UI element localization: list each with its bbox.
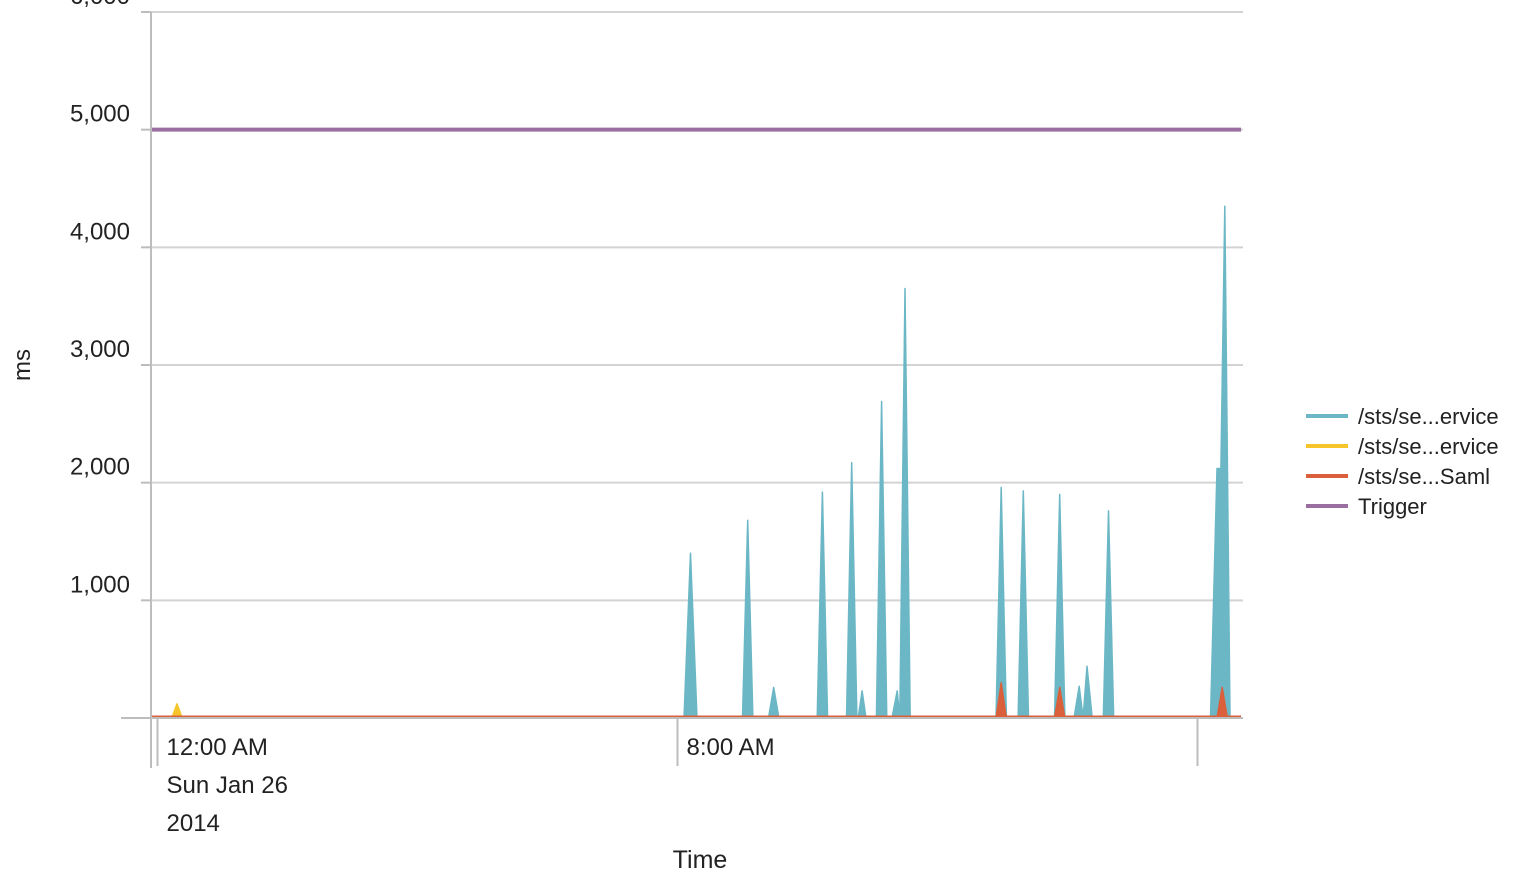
y-tick-label: 4,000	[70, 218, 130, 245]
y-tick-label: 6,000	[70, 0, 130, 10]
legend-label: /sts/se...ervice	[1358, 404, 1499, 429]
x-tick-label: Sun Jan 26	[167, 772, 288, 799]
x-tick-label: 8:00 AM	[687, 734, 775, 761]
axes: 1,000 2,000 3,000 4,000 5,000 6,000 12:00 AM Su…	[70, 0, 1243, 837]
y-axis-label: ms	[9, 349, 36, 381]
legend-label: /sts/se...Saml	[1358, 464, 1490, 489]
grid	[151, 11, 1243, 602]
y-tick-label: 2,000	[70, 454, 130, 481]
series-layer	[151, 127, 1241, 719]
y-tick-label: 3,000	[70, 336, 130, 363]
legend-label: Trigger	[1358, 494, 1427, 519]
y-tick-label: 1,000	[70, 571, 130, 598]
y-tick-label: 5,000	[70, 101, 130, 128]
x-tick-label: 12:00 AM	[167, 734, 268, 761]
legend: /sts/se...ervice/sts/se...ervice/sts/se.…	[1306, 404, 1499, 519]
x-tick-label: 2014	[167, 810, 220, 837]
x-axis-label: Time	[673, 846, 728, 874]
series-area-0	[156, 205, 1238, 719]
legend-label: /sts/se...ervice	[1358, 434, 1499, 459]
